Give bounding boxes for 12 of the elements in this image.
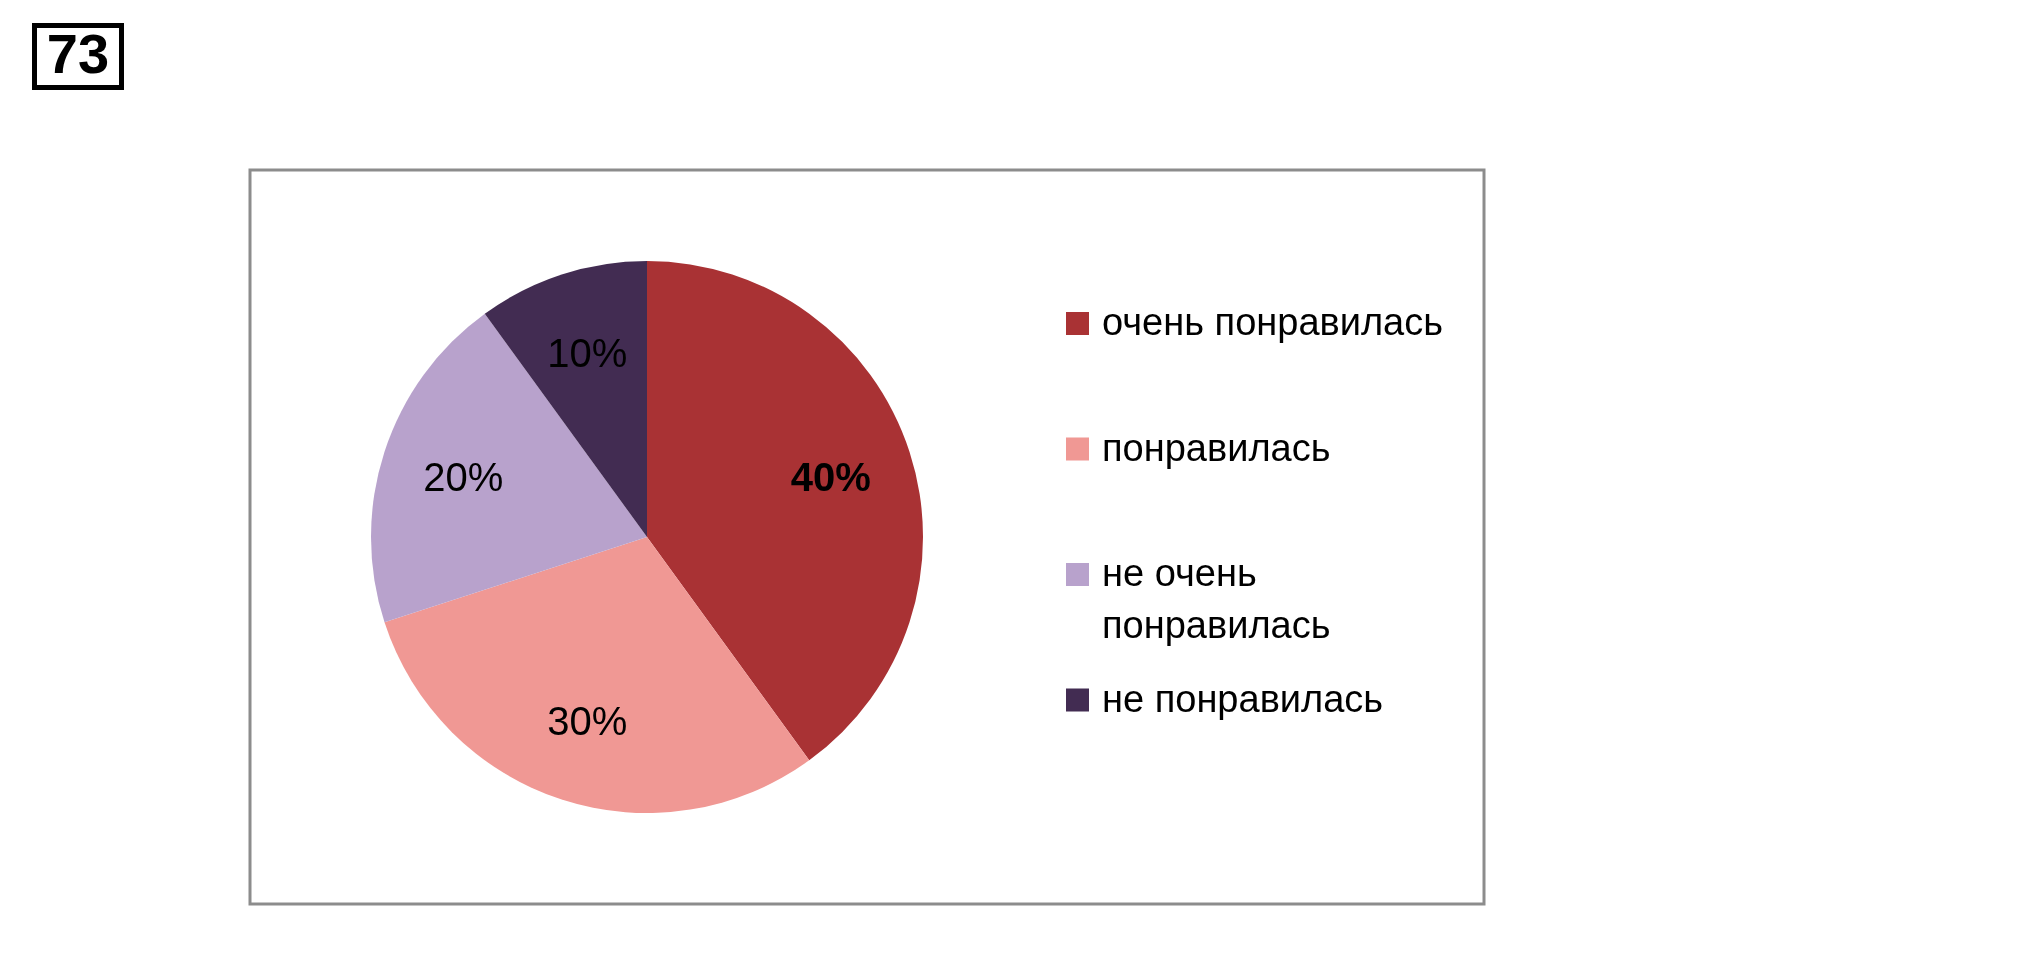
legend-label: очень понравилась (1102, 301, 1444, 343)
pie-slice (384, 537, 810, 813)
pie-slice (371, 313, 647, 623)
legend-label: не понравилась (1102, 677, 1384, 720)
pie-slice (647, 261, 923, 761)
text: 73 (46, 22, 110, 85)
data-label: 30% (547, 698, 628, 743)
data-label: 20% (423, 455, 504, 500)
data-label: 10% (547, 331, 628, 376)
legend-label: не очень понравилась (1102, 552, 1331, 646)
legend-label: понравилась (1102, 426, 1331, 469)
data-label: 40% (790, 455, 871, 500)
